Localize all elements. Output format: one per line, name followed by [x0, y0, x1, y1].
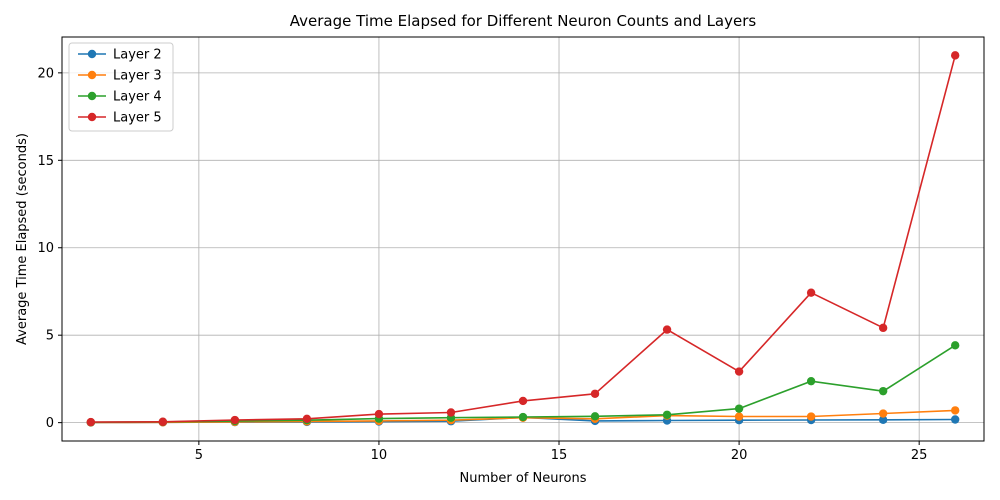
data-point [446, 408, 456, 417]
data-point [662, 410, 672, 419]
data-point [374, 409, 384, 419]
plot-frame [61, 36, 985, 442]
legend-marker [87, 49, 97, 59]
series-layer-5 [86, 51, 960, 427]
legend-label: Layer 4 [113, 90, 162, 105]
data-point [734, 367, 744, 376]
data-point [158, 417, 168, 426]
y-tick-label: 0 [46, 416, 54, 431]
x-tick-label: 5 [195, 448, 203, 463]
data-point [518, 412, 528, 422]
data-point [950, 341, 960, 350]
data-point [878, 386, 888, 396]
data-point [950, 415, 960, 424]
chart-title: Average Time Elapsed for Different Neuro… [290, 12, 757, 30]
data-point [734, 404, 744, 413]
y-tick-label: 20 [37, 66, 54, 81]
x-axis-label: Number of Neurons [459, 471, 586, 486]
data-point [806, 412, 816, 421]
data-point [230, 415, 240, 425]
series-layer-4 [86, 341, 960, 427]
data-point [878, 409, 888, 418]
legend-label: Layer 2 [113, 48, 162, 63]
data-point [518, 396, 528, 406]
y-tick-label: 15 [37, 154, 54, 169]
x-tick-label: 25 [911, 448, 928, 463]
y-tick-label: 5 [46, 329, 54, 344]
legend-marker [87, 91, 97, 101]
x-tick-label: 20 [731, 448, 748, 463]
legend-marker [87, 70, 97, 80]
data-point [662, 325, 672, 334]
legend-box [68, 42, 174, 132]
data-point [806, 288, 816, 297]
legend-label: Layer 5 [113, 111, 162, 126]
data-point [302, 414, 312, 423]
plot-area [86, 51, 960, 427]
data-point [590, 389, 600, 398]
series-line [90, 55, 956, 423]
data-point [878, 323, 888, 333]
legend: Layer 2 Layer 3 Layer 4 Layer 5 [68, 42, 174, 132]
x-axis: 5 10 15 20 25 [195, 441, 928, 463]
data-point [878, 415, 888, 425]
x-tick-label: 15 [551, 448, 568, 463]
data-point [806, 376, 816, 386]
data-point [86, 417, 96, 427]
y-axis: 0 5 10 15 20 [37, 66, 62, 431]
data-point [950, 51, 960, 60]
data-point [590, 412, 600, 421]
y-tick-label: 10 [37, 241, 54, 256]
legend-marker [87, 112, 97, 122]
y-axis-label: Average Time Elapsed (seconds) [15, 133, 30, 345]
data-point [950, 406, 960, 415]
legend-label: Layer 3 [113, 69, 162, 84]
x-tick-label: 10 [371, 448, 388, 463]
data-point [734, 412, 744, 421]
grid [62, 37, 984, 441]
series-line [90, 344, 956, 424]
